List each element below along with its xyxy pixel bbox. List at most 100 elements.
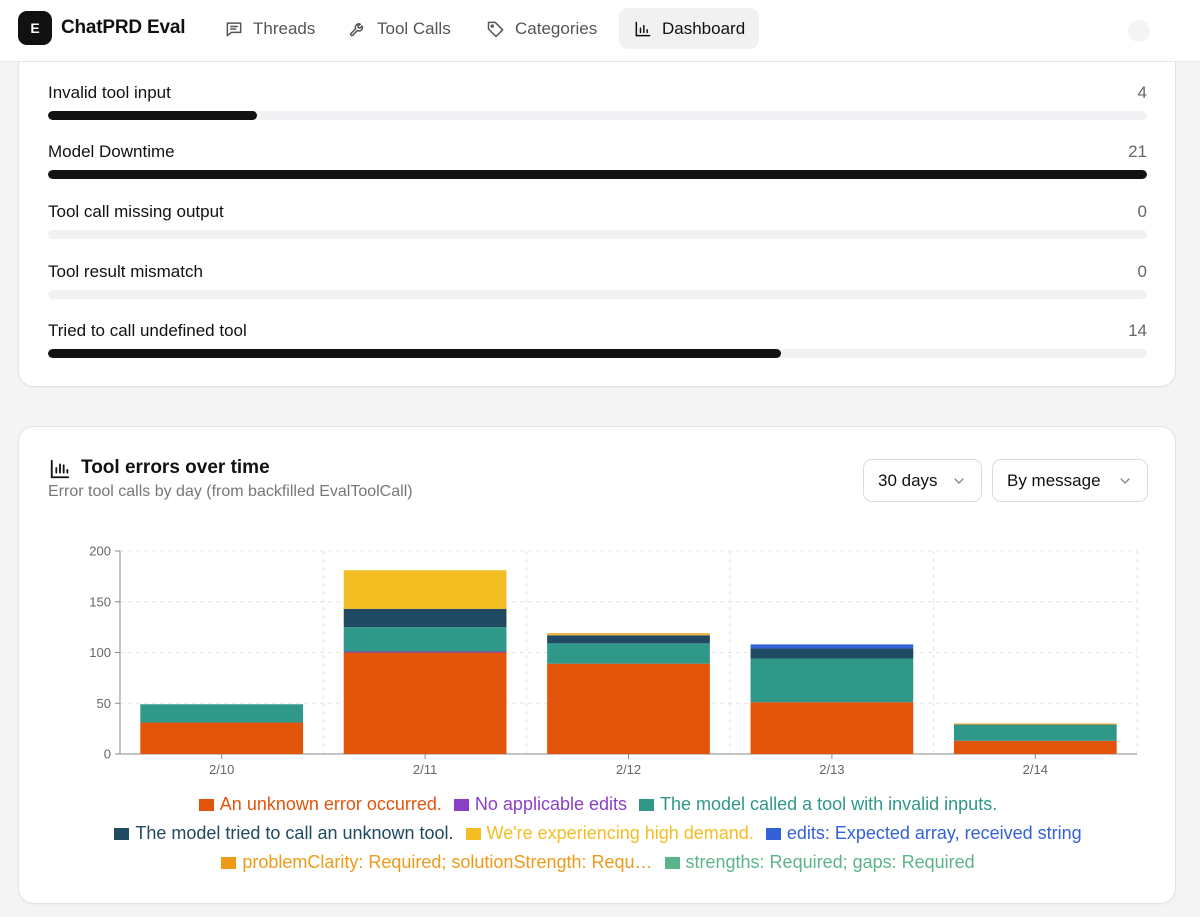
bar-segment (953, 740, 1117, 754)
bar-segment (343, 652, 507, 754)
error-type-bar-fill (48, 111, 258, 120)
bar-segment (343, 608, 507, 628)
y-tick-label: 100 (89, 645, 111, 660)
stacked-bar-chart: 0 50 100 150 200 2/10 2/11 2/12 2/13 2/14 (89, 544, 1138, 777)
app-logo[interactable]: E (18, 11, 52, 45)
legend-label: problemClarity: Required; solutionStreng… (242, 852, 653, 872)
legend-item[interactable]: problemClarity: Required; solutionStreng… (221, 852, 653, 873)
nav-threads[interactable]: Threads (210, 8, 329, 49)
legend-item[interactable]: edits: Expected array, received string (765, 823, 1082, 844)
legend-item[interactable]: We're experiencing high demand. (465, 823, 754, 844)
y-tick-label: 50 (97, 696, 111, 711)
message-square-icon (226, 21, 242, 36)
nav-categories[interactable]: Categories (472, 8, 611, 49)
legend-swatch (198, 798, 214, 811)
legend-item[interactable]: strengths: Required; gaps: Required (664, 852, 975, 873)
tool-errors-card: Tool errors over time Error tool calls b… (18, 426, 1176, 904)
nav-dashboard[interactable]: Dashboard (619, 8, 760, 49)
error-type-bar-track (48, 170, 1147, 179)
range-select[interactable]: 30 days (863, 459, 982, 502)
error-type-bar-track (48, 349, 1147, 358)
error-type-label: Tool result mismatch (48, 262, 203, 281)
nav-threads-label: Threads (253, 18, 316, 38)
chart-subtitle: Error tool calls by day (from backfilled… (48, 483, 413, 500)
x-tick-label: 2/12 (616, 762, 641, 777)
y-tick-label: 0 (104, 747, 111, 762)
error-type-bar-track (48, 111, 1147, 120)
bar-segment (343, 570, 507, 609)
bar-segment (547, 633, 710, 635)
bar-segment (953, 724, 1117, 741)
bar-segment (547, 643, 710, 664)
tag-icon (487, 21, 504, 37)
error-type-count: 0 (1137, 262, 1147, 281)
legend-swatch (465, 827, 481, 840)
group-by-select-value: By message (1007, 470, 1101, 490)
chart-title: Tool errors over time (81, 457, 270, 478)
user-menu-button[interactable] (1128, 20, 1150, 42)
bar-segment (547, 635, 710, 644)
legend-row: problemClarity: Required; solutionStreng… (19, 852, 1177, 873)
wrench-icon (349, 22, 364, 36)
x-tick-label: 2/10 (209, 762, 234, 777)
legend-swatch (639, 798, 655, 811)
x-tick-label: 2/14 (1023, 762, 1048, 777)
app-title[interactable]: ChatPRD Eval (61, 17, 186, 38)
bar-segment (140, 704, 304, 723)
bar-segment (750, 658, 914, 703)
legend-item[interactable]: The model called a tool with invalid inp… (639, 794, 997, 815)
legend-label: The model tried to call an unknown tool. (135, 823, 454, 843)
bar-segment (343, 627, 507, 652)
bar-segment (140, 722, 304, 754)
legend-row: The model tried to call an unknown tool.… (19, 823, 1177, 844)
error-type-label: Invalid tool input (48, 83, 171, 102)
legend-label: edits: Expected array, received string (786, 823, 1082, 843)
legend-item[interactable]: The model tried to call an unknown tool. (114, 823, 454, 844)
legend-label: strengths: Required; gaps: Required (685, 852, 975, 872)
error-type-label: Tried to call undefined tool (48, 321, 247, 340)
error-type-bar-track (48, 290, 1147, 299)
nav-categories-label: Categories (515, 18, 598, 38)
nav-tool-calls[interactable]: Tool Calls (334, 8, 465, 49)
bar-segment (953, 723, 1117, 725)
bar-segment (750, 644, 914, 649)
legend-item[interactable]: An unknown error occurred. (198, 794, 442, 815)
error-type-count: 0 (1137, 202, 1147, 221)
x-tick-label: 2/13 (819, 762, 844, 777)
chevron-down-icon (1120, 477, 1130, 484)
x-tick-label: 2/11 (413, 762, 437, 777)
range-select-value: 30 days (878, 470, 938, 490)
legend-swatch (453, 798, 469, 811)
legend-label: No applicable edits (474, 794, 628, 814)
legend-swatch (664, 856, 680, 869)
bar-segment (343, 651, 507, 653)
error-type-label: Model Downtime (48, 142, 175, 161)
error-type-count: 14 (1128, 321, 1147, 340)
legend-label: The model called a tool with invalid inp… (660, 794, 998, 814)
chevron-down-icon (954, 477, 964, 484)
legend-item[interactable]: No applicable edits (453, 794, 628, 815)
nav-dashboard-label: Dashboard (662, 18, 746, 38)
error-type-label: Tool call missing output (48, 202, 224, 221)
legend-label: An unknown error occurred. (219, 794, 442, 814)
bar-segment (547, 634, 710, 636)
y-tick-label: 150 (89, 594, 111, 609)
bar-segment (750, 702, 914, 754)
legend-swatch (114, 827, 130, 840)
top-nav: E ChatPRD Eval Threads Tool Calls Catego… (0, 0, 1200, 62)
bar-segment (547, 663, 710, 754)
legend-swatch (221, 856, 237, 869)
error-types-card: Invalid tool input 4 Model Downtime 21 T… (18, 40, 1176, 387)
error-type-bar-track (48, 230, 1147, 239)
y-tick-label: 200 (89, 544, 111, 559)
group-by-select[interactable]: By message (992, 459, 1148, 502)
bar-segment (750, 648, 914, 659)
error-type-count: 4 (1137, 83, 1147, 102)
legend-swatch (765, 827, 781, 840)
error-type-count: 21 (1128, 142, 1147, 161)
bar-chart-icon (50, 459, 70, 479)
bar-chart-icon (635, 21, 651, 36)
nav-tool-calls-label: Tool Calls (377, 18, 451, 38)
legend-row: An unknown error occurred. No applicable … (19, 794, 1177, 815)
error-type-bar-fill (48, 349, 781, 358)
